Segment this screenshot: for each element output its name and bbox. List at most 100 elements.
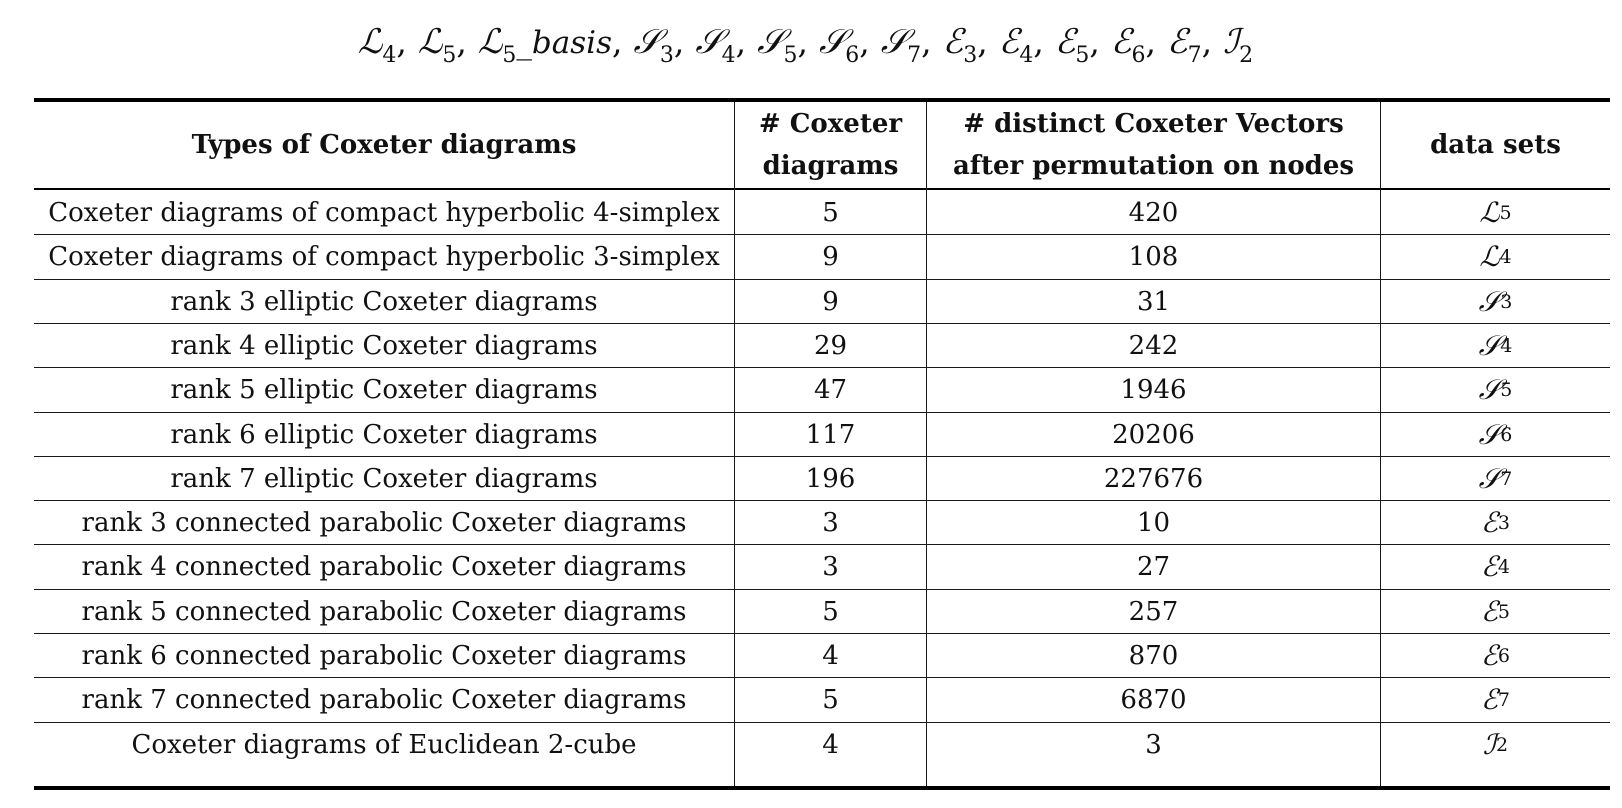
dataset-symbol-suffix: _basis <box>516 25 612 61</box>
dataset-symbol: ℐ2 <box>1223 14 1253 70</box>
row-divider <box>34 367 1610 368</box>
data-set-letter: 𝒮 <box>1478 284 1501 318</box>
cell-coxeter-count: 47 <box>813 374 848 405</box>
cell-distinct-vectors: 420 <box>1128 197 1179 228</box>
dataset-separator: , <box>859 22 870 61</box>
cell-coxeter-count: 3 <box>822 507 839 538</box>
dataset-symbol-letter: ℰ <box>1110 22 1132 62</box>
cell-distinct-vectors: 3 <box>1145 729 1162 760</box>
header-distinct-vectors: # distinct Coxeter Vectors after permuta… <box>952 109 1355 181</box>
data-set-letter: ℰ <box>1480 505 1498 539</box>
row-divider <box>34 544 1610 545</box>
header-coxeter-count: # Coxeter diagrams <box>758 109 903 181</box>
dataset-symbol-letter: ℐ <box>1223 22 1240 62</box>
cell-coxeter-count: 29 <box>813 330 848 361</box>
table-header-rule <box>34 188 1610 190</box>
header-types: Types of Coxeter diagrams <box>191 130 577 160</box>
dataset-separator: , <box>977 22 988 61</box>
cell-distinct-vectors: 6870 <box>1120 684 1187 715</box>
cell-distinct-vectors: 10 <box>1136 507 1171 538</box>
cell-coxeter-count: 5 <box>822 596 839 627</box>
dataset-symbol: 𝒮7 <box>881 14 921 70</box>
data-set-letter: ℰ <box>1480 594 1498 628</box>
cell-distinct-vectors: 257 <box>1128 596 1179 627</box>
cell-distinct-vectors: 1946 <box>1120 374 1187 405</box>
cell-diagram-type: rank 7 elliptic Coxeter diagrams <box>170 463 598 494</box>
cell-distinct-vectors: 227676 <box>1103 463 1204 494</box>
cell-diagram-type: Coxeter diagrams of Euclidean 2-cube <box>131 729 637 760</box>
dataset-symbol-subscript: 4 <box>721 43 736 68</box>
cell-diagram-type: rank 7 connected parabolic Coxeter diagr… <box>81 684 687 715</box>
data-set-letter: ℰ <box>1480 682 1498 716</box>
row-divider <box>34 279 1610 280</box>
dataset-symbol: 𝒮5 <box>757 14 797 70</box>
dataset-symbol-letter: ℒ <box>417 22 443 62</box>
dataset-symbol-subscript: 7 <box>907 43 922 68</box>
column-divider <box>1380 102 1381 786</box>
dataset-symbol: ℰ4 <box>999 14 1034 70</box>
dataset-symbol-subscript: 5 <box>442 43 457 68</box>
cell-coxeter-count: 5 <box>822 684 839 715</box>
cell-diagram-type: rank 3 connected parabolic Coxeter diagr… <box>81 507 687 538</box>
cell-coxeter-count: 196 <box>805 463 856 494</box>
cell-distinct-vectors: 108 <box>1128 241 1179 272</box>
table-bottom-rule <box>34 786 1610 790</box>
data-set-letter: 𝒮 <box>1478 328 1501 362</box>
cell-distinct-vectors: 31 <box>1136 286 1171 317</box>
dataset-symbol-subscript: 4 <box>382 43 397 68</box>
dataset-symbol-letter: 𝒮 <box>880 22 908 62</box>
table-top-rule <box>34 98 1610 102</box>
cell-diagram-type: Coxeter diagrams of compact hyperbolic 4… <box>48 197 720 228</box>
row-divider <box>34 323 1610 324</box>
dataset-symbol-letter: ℒ <box>477 22 503 62</box>
dataset-symbol-letter: 𝒮 <box>818 22 846 62</box>
dataset-symbol: ℒ5 <box>418 14 457 70</box>
cell-diagram-type: rank 6 elliptic Coxeter diagrams <box>170 419 598 450</box>
cell-coxeter-count: 3 <box>822 551 839 582</box>
row-divider <box>34 456 1610 457</box>
dataset-symbol: ℰ5 <box>1055 14 1090 70</box>
dataset-symbol: ℰ3 <box>943 14 978 70</box>
dataset-separator: , <box>921 22 932 61</box>
dataset-symbol-subscript: 3 <box>963 43 978 68</box>
dataset-symbol-subscript: 5 <box>1075 43 1090 68</box>
data-set-letter: ℒ <box>1479 195 1500 229</box>
row-divider <box>34 412 1610 413</box>
data-set-letter: 𝒮 <box>1478 461 1501 495</box>
dataset-symbol-subscript: 2 <box>1239 43 1254 68</box>
cell-diagram-type: rank 6 connected parabolic Coxeter diagr… <box>81 640 687 671</box>
dataset-symbol-letter: ℰ <box>1054 22 1076 62</box>
dataset-separator: , <box>1201 22 1213 61</box>
cell-diagram-type: Coxeter diagrams of compact hyperbolic 3… <box>48 241 720 272</box>
dataset-separator: , <box>797 22 808 61</box>
dataset-symbol: ℰ7 <box>1167 14 1202 70</box>
dataset-separator: , <box>1145 22 1157 61</box>
cell-distinct-vectors: 242 <box>1128 330 1179 361</box>
dataset-separator: , <box>735 22 747 61</box>
dataset-symbol-letter: 𝒮 <box>757 22 784 62</box>
row-divider <box>34 234 1610 235</box>
dataset-symbol-letter: 𝒮 <box>695 22 722 62</box>
cell-coxeter-count: 117 <box>805 419 856 450</box>
data-set-letter: ℒ <box>1479 239 1500 273</box>
row-divider <box>34 500 1610 501</box>
dataset-symbol-letter: ℒ <box>357 22 383 62</box>
data-set-letter: ℰ <box>1480 638 1498 672</box>
cell-diagram-type: rank 4 elliptic Coxeter diagrams <box>170 330 598 361</box>
data-set-letter: ℐ <box>1482 727 1497 761</box>
header-data-sets: data sets <box>1430 130 1561 160</box>
dataset-symbol-subscript: 5 <box>783 43 798 68</box>
cell-distinct-vectors: 27 <box>1136 551 1171 582</box>
dataset-symbol-subscript: 7 <box>1187 43 1202 68</box>
dataset-list-line: ℒ4, ℒ5, ℒ5_basis, 𝒮3, 𝒮4, 𝒮5, 𝒮6, 𝒮7, ℰ3, ℰ4, ℰ5, ℰ… <box>0 14 1622 71</box>
